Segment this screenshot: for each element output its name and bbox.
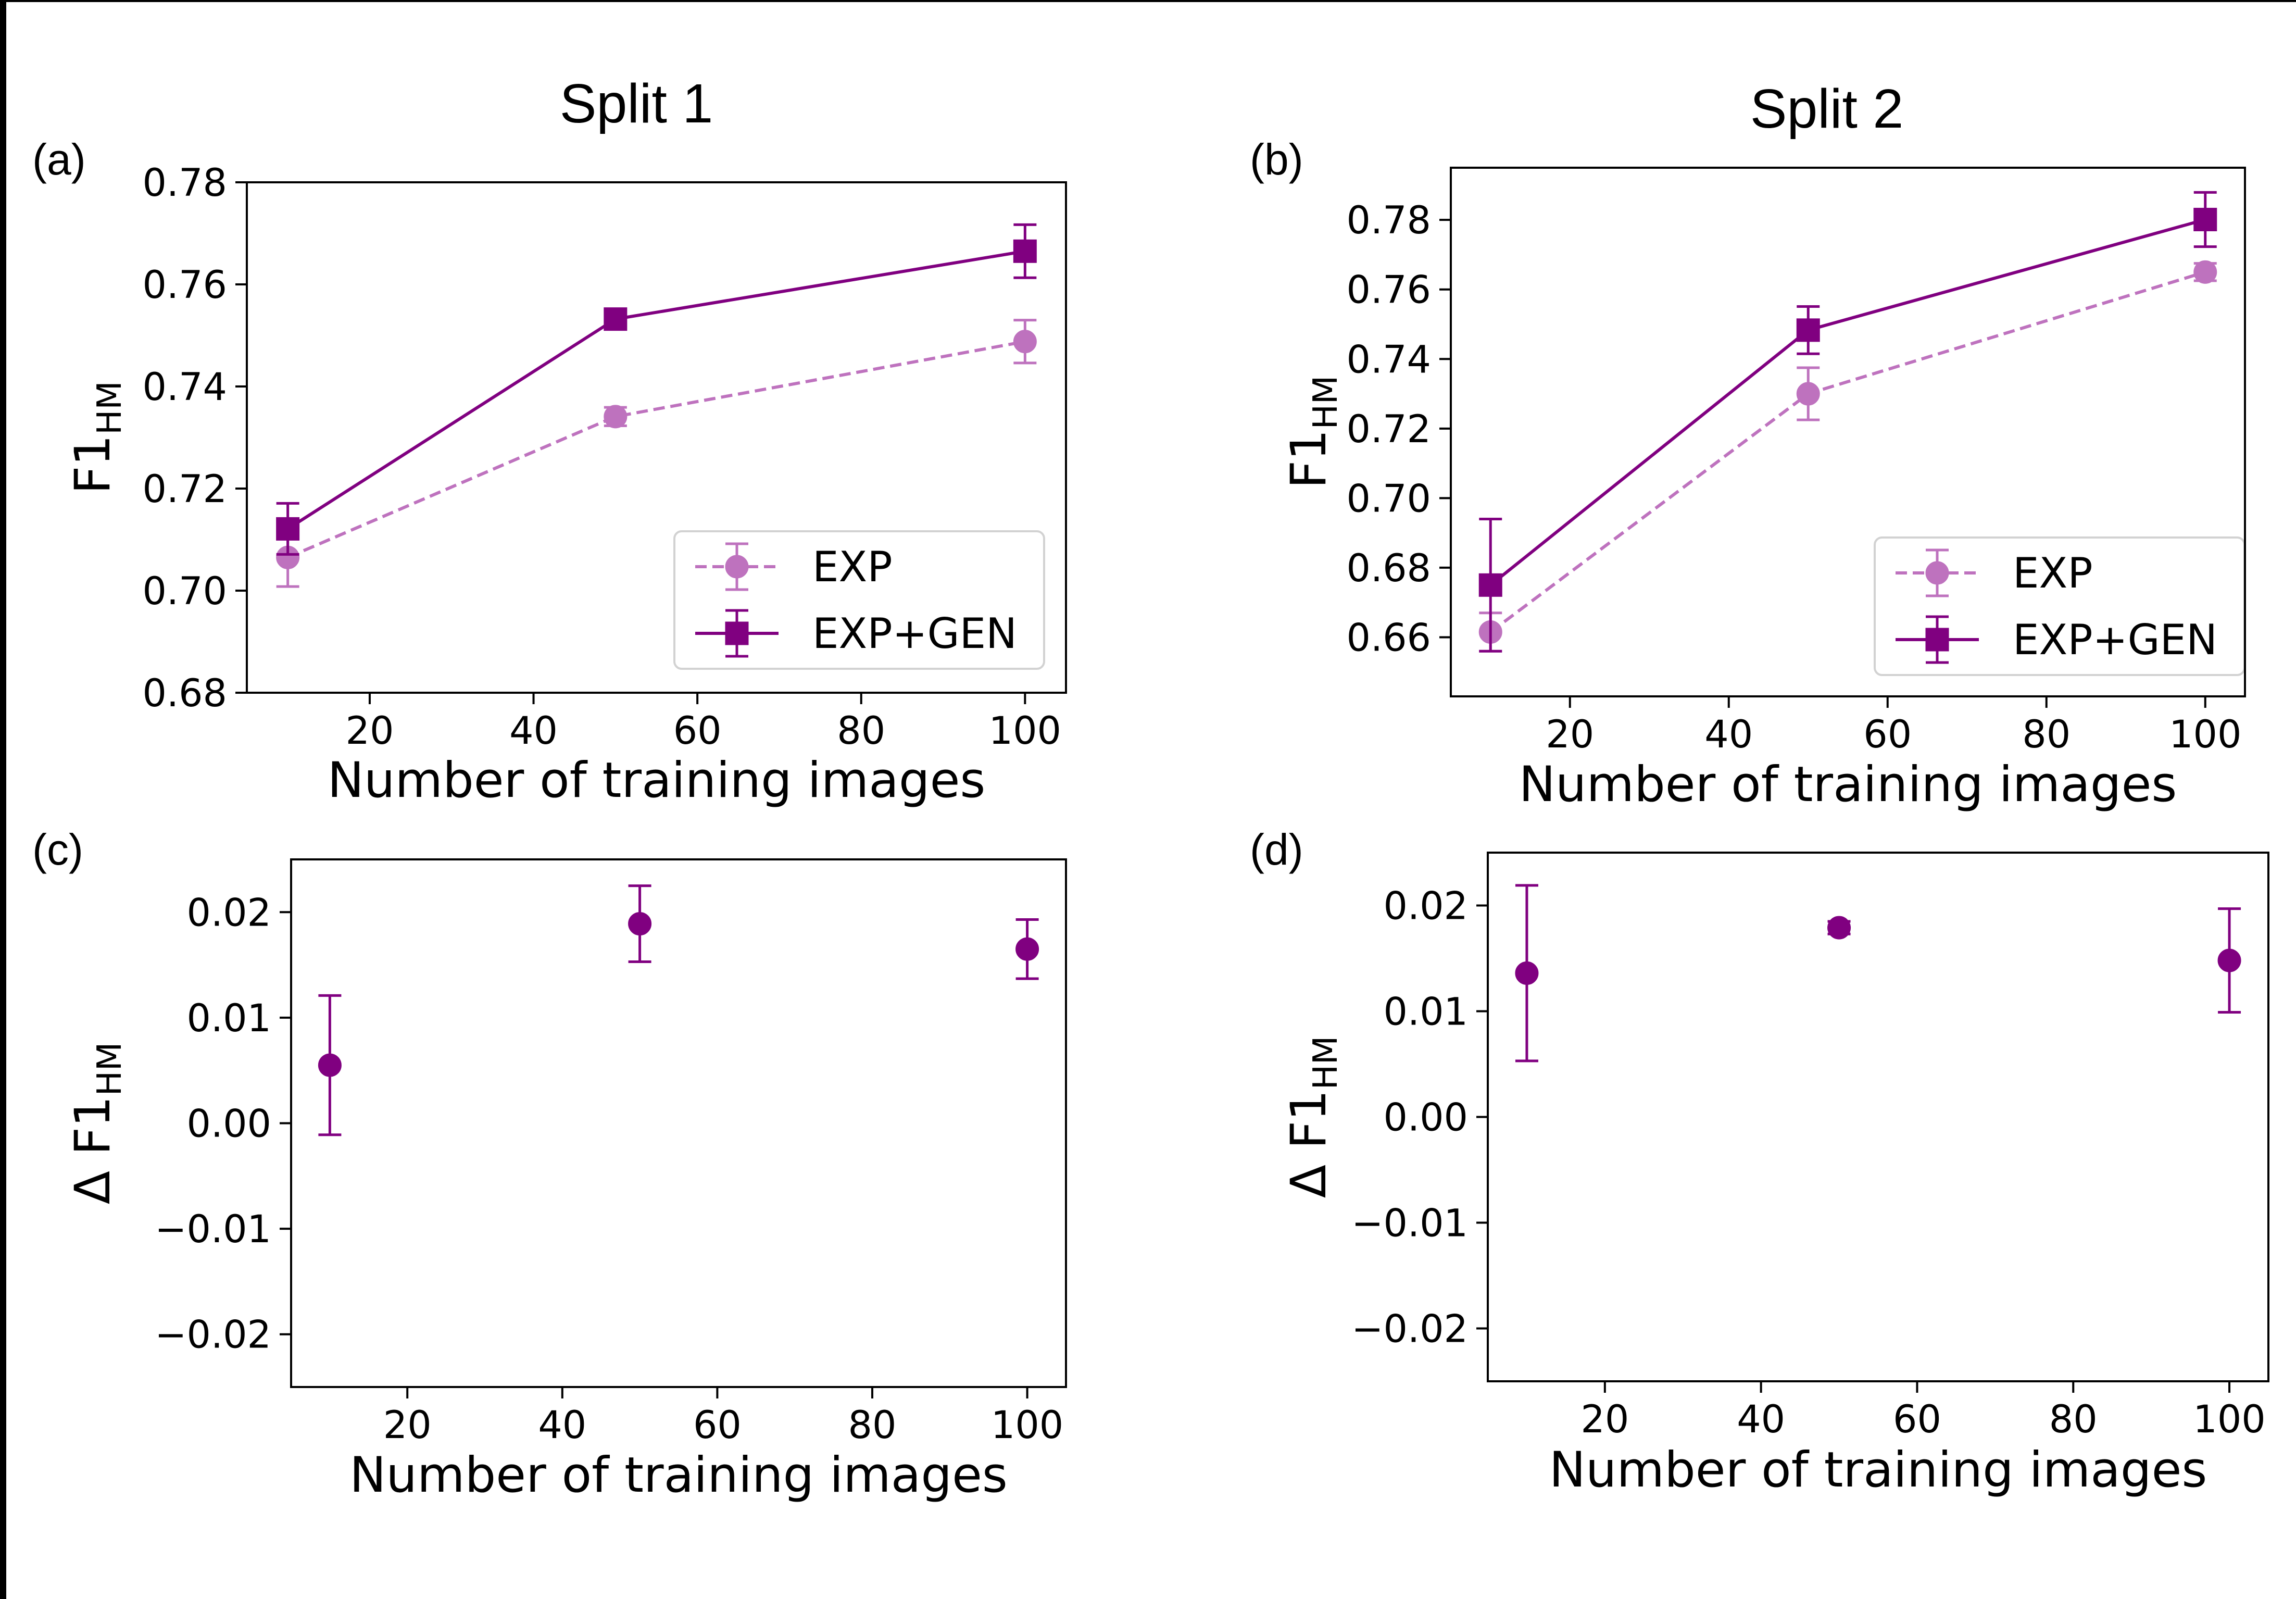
data-point [1515,961,1539,985]
x-tick-label: 40 [509,709,558,753]
panel-label-d: (d) [1250,825,1303,874]
series-delta [318,884,1039,1136]
data-point [2217,948,2241,972]
data-point [604,405,628,429]
legend: EXP EXP+GEN [673,530,1045,670]
y-tick-label: 0.00 [1383,1096,1468,1140]
split-2-title: Split 2 [1750,78,1904,140]
x-tick-label: 80 [2022,713,2071,757]
series-delta [1515,884,2241,1063]
panel-d-delta-f1-vs-training-images: 20 40 60 80 100 −0.02 −0.01 0.00 0.01 0.02 Number … [1281,852,2269,1498]
data-point [1478,573,1502,597]
data-point [318,1053,342,1077]
plot-area-frame [1450,167,2246,697]
legend-label: EXP+GEN [2013,616,2217,664]
x-tick-label: 60 [1893,1397,1941,1442]
x-tick-label: 20 [1580,1397,1629,1442]
data-point [1827,916,1851,940]
data-point [1796,318,1820,342]
x-tick-label: 20 [346,709,394,753]
y-tick-label: 0.74 [1346,338,1431,382]
x-tick-label: 80 [2049,1397,2098,1442]
x-tick-label: 100 [991,1403,1063,1447]
data-point [1013,330,1037,354]
y-tick-label: −0.01 [1351,1202,1468,1246]
x-tick-label: 40 [538,1403,586,1447]
y-tick-label: 0.68 [1346,546,1431,591]
y-axis-title-subscript: HM [1307,376,1345,429]
x-tick-label: 20 [1546,713,1594,757]
legend: EXP EXP+GEN [1874,536,2245,676]
y-tick-label: 0.01 [186,996,271,1041]
y-tick-label: 0.68 [142,671,227,716]
y-tick-label: −0.01 [155,1207,271,1252]
x-tick-label: 100 [2193,1397,2265,1442]
legend-label: EXP [2013,549,2093,597]
y-tick-label: 0.70 [142,569,227,614]
x-tick-label: 20 [383,1403,432,1447]
split-1-title: Split 1 [560,73,713,134]
data-point [276,517,300,541]
legend-marker [1925,628,1949,652]
panel-a-f1-vs-training-images: 20 40 60 80 100 0.68 0.70 0.72 0.74 0.76 0.78 Numbe… [65,161,1067,809]
plot-area-frame [1487,852,2269,1382]
x-tick-label: 100 [2169,713,2241,757]
data-point [1796,382,1820,406]
y-tick-label: 0.70 [1346,477,1431,521]
x-tick-label: 40 [1704,713,1753,757]
panel-b-f1-vs-training-images: 20 40 60 80 100 0.66 0.68 0.70 0.72 0.74 0.76 0.78 N… [1281,167,2246,813]
x-axis-title: Number of training images [349,1447,1008,1504]
y-tick-label: 0.01 [1383,990,1468,1034]
legend-label: EXP+GEN [812,609,1017,658]
series-exp [276,319,1037,588]
y-axis-title-subscript: HM [91,1042,129,1096]
legend-label: EXP [812,543,893,591]
data-point [604,307,628,331]
y-tick-label: 0.72 [142,467,227,511]
data-point [1015,937,1039,961]
legend-marker [1925,561,1949,585]
y-tick-label: 0.00 [186,1102,271,1146]
y-tick-label: 0.74 [142,365,227,409]
y-tick-label: 0.78 [142,161,227,205]
series-exp-gen [1478,191,2217,653]
y-tick-label: −0.02 [1351,1307,1468,1352]
x-tick-label: 40 [1737,1397,1785,1442]
panel-label-b: (b) [1250,135,1303,184]
y-axis-title-subscript: HM [91,381,129,434]
y-tick-label: 0.02 [186,891,271,935]
x-axis-title: Number of training images [328,752,986,809]
x-tick-label: 60 [1863,713,1912,757]
y-tick-label: 0.66 [1346,616,1431,660]
x-tick-label: 80 [848,1403,897,1447]
plot-area-frame [290,858,1067,1388]
data-point [2193,207,2217,231]
plot-area-frame [246,181,1067,694]
panel-label-c: (c) [32,825,83,874]
y-tick-label: −0.02 [155,1313,271,1357]
legend-marker [725,555,749,579]
legend-marker [725,621,749,645]
y-axis-title-subscript: HM [1307,1036,1345,1090]
data-point [2193,260,2217,284]
x-tick-label: 80 [837,709,885,753]
x-axis-title: Number of training images [1549,1442,2207,1498]
x-tick-label: 60 [673,709,722,753]
y-tick-label: 0.02 [1383,884,1468,929]
x-axis-title: Number of training images [1519,756,2177,813]
y-tick-label: 0.76 [1346,268,1431,313]
x-tick-label: 60 [693,1403,742,1447]
y-tick-label: 0.76 [142,263,227,307]
x-tick-label: 100 [989,709,1061,753]
data-point [628,912,652,936]
y-tick-label: 0.72 [1346,407,1431,452]
panel-label-a: (a) [32,135,86,184]
panel-c-delta-f1-vs-training-images: 20 40 60 80 100 −0.02 −0.01 0.00 0.01 0.02 Number … [65,858,1067,1504]
series-exp-gen [276,223,1037,556]
y-tick-label: 0.78 [1346,198,1431,243]
data-point [1013,239,1037,263]
